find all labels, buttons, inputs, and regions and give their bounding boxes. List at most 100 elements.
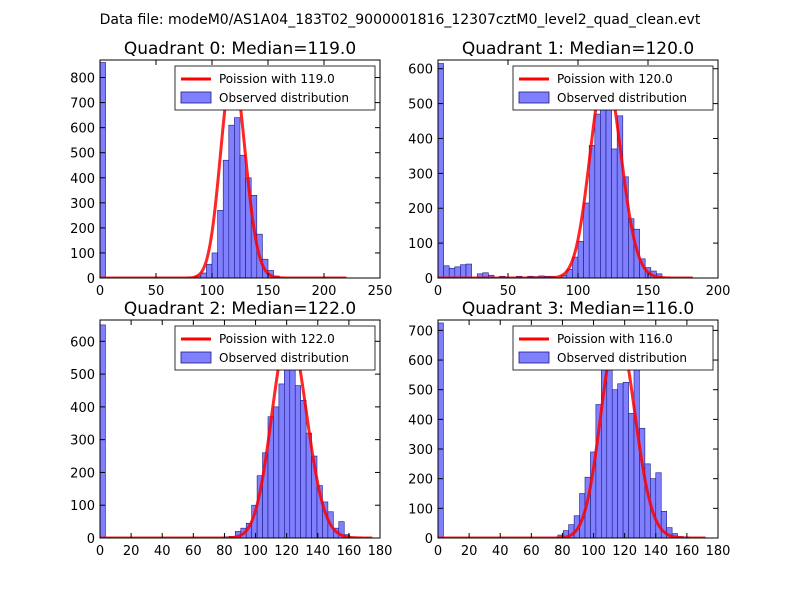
y-tick-label: 600	[408, 63, 433, 78]
panel-quadrant-3: 0 20 40 60 80 100 120 140 160 180 0 100 200 300 400 500…	[408, 299, 730, 559]
x-tick-label: 100	[200, 284, 225, 299]
histogram-bar	[239, 154, 246, 278]
histogram-bar	[583, 202, 590, 278]
y-tick-label: 200	[408, 202, 433, 217]
y-tick-label: 0	[425, 532, 433, 547]
y-tick-label: 800	[70, 72, 95, 87]
axes-frame	[99, 319, 381, 539]
x-tick-label: 100	[581, 544, 606, 559]
x-tick-label: 100	[566, 284, 591, 299]
histogram-bar	[438, 63, 444, 278]
panel-title: Quadrant 1: Median=120.0	[462, 39, 694, 59]
legend-label-poisson: Poission with 122.0	[219, 332, 335, 346]
x-tick-label: 80	[216, 544, 233, 559]
axes-frame	[437, 319, 719, 539]
histogram-bar	[633, 368, 640, 538]
y-tick-label: 100	[70, 499, 95, 514]
panel-quadrant-1: 0 50 100 150 200 0 100 200 300 400 500 600 Quadrant …	[408, 39, 730, 299]
x-tick-label: 40	[492, 544, 509, 559]
histogram-bar	[100, 324, 106, 538]
legend-bar-swatch	[180, 91, 212, 104]
poisson-curve	[438, 328, 706, 538]
histogram-bar	[600, 82, 607, 278]
histogram-bar	[284, 344, 291, 538]
x-tick-label: 20	[461, 544, 478, 559]
histogram-bar	[100, 62, 106, 278]
legend-bar-swatch	[518, 351, 550, 364]
panel-title: Quadrant 0: Median=119.0	[124, 39, 356, 59]
legend: Poission with 116.0 Observed distribution	[512, 325, 714, 371]
histogram-bar	[278, 383, 285, 538]
histogram-bar	[577, 241, 584, 278]
plot-area	[100, 62, 347, 278]
y-tick-label: 100	[70, 247, 95, 262]
x-tick-label: 160	[336, 544, 361, 559]
x-tick-label: 100	[243, 544, 268, 559]
legend: Poission with 122.0 Observed distribution	[174, 325, 376, 371]
x-tick-label: 0	[434, 544, 442, 559]
histogram-bar	[217, 210, 224, 278]
y-tick-label: 700	[408, 324, 433, 339]
x-tick-label: 200	[312, 284, 337, 299]
y-tick-label: 300	[408, 167, 433, 182]
histogram-bar	[228, 124, 235, 278]
y-tick-label: 500	[70, 368, 95, 383]
legend-label-observed: Observed distribution	[219, 91, 349, 105]
y-tick-label: 700	[70, 97, 95, 112]
x-tick-label: 0	[96, 284, 104, 299]
y-tick-label: 400	[70, 172, 95, 187]
poisson-curve	[100, 68, 347, 278]
figure-title: Data file: modeM0/AS1A04_183T02_90000018…	[100, 12, 701, 28]
y-tick-label: 200	[70, 222, 95, 237]
y-tick-label: 0	[87, 532, 95, 547]
histogram-bar	[300, 400, 307, 538]
axes-frame	[99, 59, 381, 279]
plot-area	[100, 324, 373, 538]
x-tick-label: 120	[612, 544, 637, 559]
legend-label-observed: Observed distribution	[219, 351, 349, 365]
x-tick-label: 0	[96, 544, 104, 559]
x-tick-label: 150	[636, 284, 661, 299]
y-tick-label: 400	[408, 132, 433, 147]
histogram-bar	[206, 263, 213, 278]
x-tick-label: 120	[274, 544, 299, 559]
x-tick-label: 200	[706, 284, 731, 299]
legend: Poission with 120.0 Observed distribution	[512, 65, 714, 111]
y-tick-label: 600	[70, 122, 95, 137]
legend-label-poisson: Poission with 116.0	[557, 332, 673, 346]
plot-area	[438, 322, 706, 538]
y-tick-label: 0	[87, 272, 95, 287]
y-tick-label: 500	[408, 98, 433, 113]
y-tick-label: 200	[70, 466, 95, 481]
legend-bar-swatch	[518, 91, 550, 104]
x-tick-label: 150	[256, 284, 281, 299]
y-tick-label: 100	[408, 237, 433, 252]
y-tick-label: 500	[408, 384, 433, 399]
histogram-bar	[211, 252, 218, 278]
panel-quadrant-0: 0 50 100 150 200 250 0 100 200 300 400 500 600 700 800…	[70, 39, 392, 299]
x-tick-label: 140	[643, 544, 668, 559]
x-tick-label: 0	[434, 284, 442, 299]
histogram-bar	[628, 413, 635, 538]
x-tick-label: 50	[500, 284, 517, 299]
legend: Poission with 119.0 Observed distribution	[174, 65, 376, 111]
histogram-bar	[611, 148, 618, 278]
x-tick-label: 140	[305, 544, 330, 559]
y-tick-label: 200	[408, 473, 433, 488]
y-tick-label: 300	[408, 443, 433, 458]
legend-label-poisson: Poission with 119.0	[219, 72, 335, 86]
histogram-bar	[606, 355, 613, 538]
panel-title: Quadrant 2: Median=122.0	[124, 299, 356, 319]
legend-bar-swatch	[180, 351, 212, 364]
histogram-bar	[594, 113, 601, 278]
y-tick-label: 600	[408, 354, 433, 369]
y-tick-label: 500	[70, 147, 95, 162]
histogram-bar	[617, 383, 624, 538]
legend-label-poisson: Poission with 120.0	[557, 72, 673, 86]
plot-area	[438, 63, 693, 278]
histogram-bar	[622, 381, 629, 538]
x-tick-label: 80	[554, 544, 571, 559]
poisson-curve	[100, 329, 373, 538]
x-tick-label: 180	[368, 544, 393, 559]
